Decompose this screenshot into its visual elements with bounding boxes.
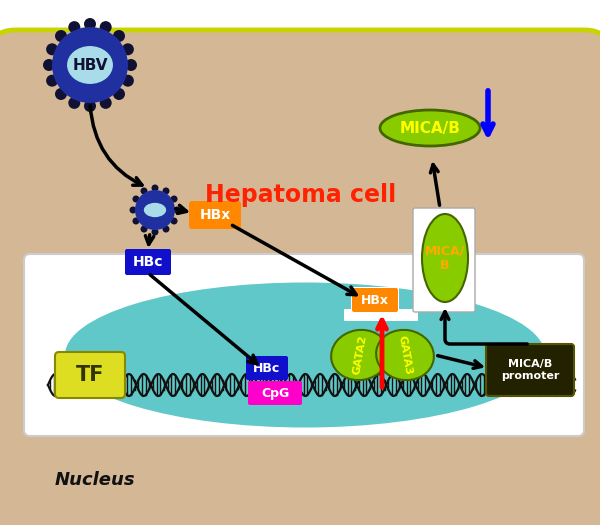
Circle shape <box>68 97 80 109</box>
FancyBboxPatch shape <box>189 201 241 229</box>
Text: MICA/
B: MICA/ B <box>425 244 465 272</box>
Ellipse shape <box>66 45 114 85</box>
Text: HBc: HBc <box>133 255 163 269</box>
FancyBboxPatch shape <box>55 352 125 398</box>
FancyBboxPatch shape <box>486 344 574 396</box>
Circle shape <box>84 100 96 112</box>
Circle shape <box>52 27 128 103</box>
Circle shape <box>68 21 80 33</box>
Ellipse shape <box>380 110 480 146</box>
Text: HBc: HBc <box>253 362 281 374</box>
FancyBboxPatch shape <box>246 356 288 380</box>
Circle shape <box>133 217 139 225</box>
Text: GATA3: GATA3 <box>397 334 413 375</box>
Circle shape <box>170 217 178 225</box>
Circle shape <box>151 184 158 192</box>
Circle shape <box>55 30 67 42</box>
Circle shape <box>122 43 134 55</box>
Circle shape <box>122 75 134 87</box>
Text: TF: TF <box>76 365 104 385</box>
Circle shape <box>113 30 125 42</box>
Circle shape <box>163 187 170 194</box>
FancyBboxPatch shape <box>351 287 399 313</box>
FancyBboxPatch shape <box>344 309 418 321</box>
Text: Hepatoma cell: Hepatoma cell <box>205 183 396 207</box>
Circle shape <box>133 195 139 203</box>
Text: Nucleus: Nucleus <box>55 471 136 489</box>
Circle shape <box>170 195 178 203</box>
Text: MICA/B
promoter: MICA/B promoter <box>501 359 559 381</box>
Circle shape <box>100 21 112 33</box>
Circle shape <box>130 206 137 214</box>
Circle shape <box>55 88 67 100</box>
Circle shape <box>46 43 58 55</box>
Text: GATA2: GATA2 <box>352 334 368 375</box>
Text: HBx: HBx <box>199 208 230 222</box>
Circle shape <box>43 59 55 71</box>
FancyBboxPatch shape <box>24 254 584 436</box>
Text: HBx: HBx <box>361 293 389 307</box>
Circle shape <box>46 75 58 87</box>
Circle shape <box>113 88 125 100</box>
Circle shape <box>135 190 175 230</box>
FancyBboxPatch shape <box>413 208 475 312</box>
Text: HBV: HBV <box>72 58 108 72</box>
Circle shape <box>125 59 137 71</box>
Text: MICA/B: MICA/B <box>400 121 460 135</box>
Ellipse shape <box>422 214 468 302</box>
FancyBboxPatch shape <box>352 288 398 312</box>
FancyBboxPatch shape <box>0 30 600 525</box>
Circle shape <box>100 97 112 109</box>
FancyBboxPatch shape <box>248 381 302 405</box>
Circle shape <box>151 228 158 236</box>
Circle shape <box>140 226 148 233</box>
Circle shape <box>84 18 96 30</box>
Circle shape <box>140 187 148 194</box>
Ellipse shape <box>143 202 167 218</box>
Ellipse shape <box>376 330 434 380</box>
Ellipse shape <box>331 330 389 380</box>
Ellipse shape <box>65 282 545 427</box>
Circle shape <box>163 226 170 233</box>
FancyBboxPatch shape <box>125 249 171 275</box>
Circle shape <box>173 206 181 214</box>
Text: CpG: CpG <box>261 386 289 400</box>
